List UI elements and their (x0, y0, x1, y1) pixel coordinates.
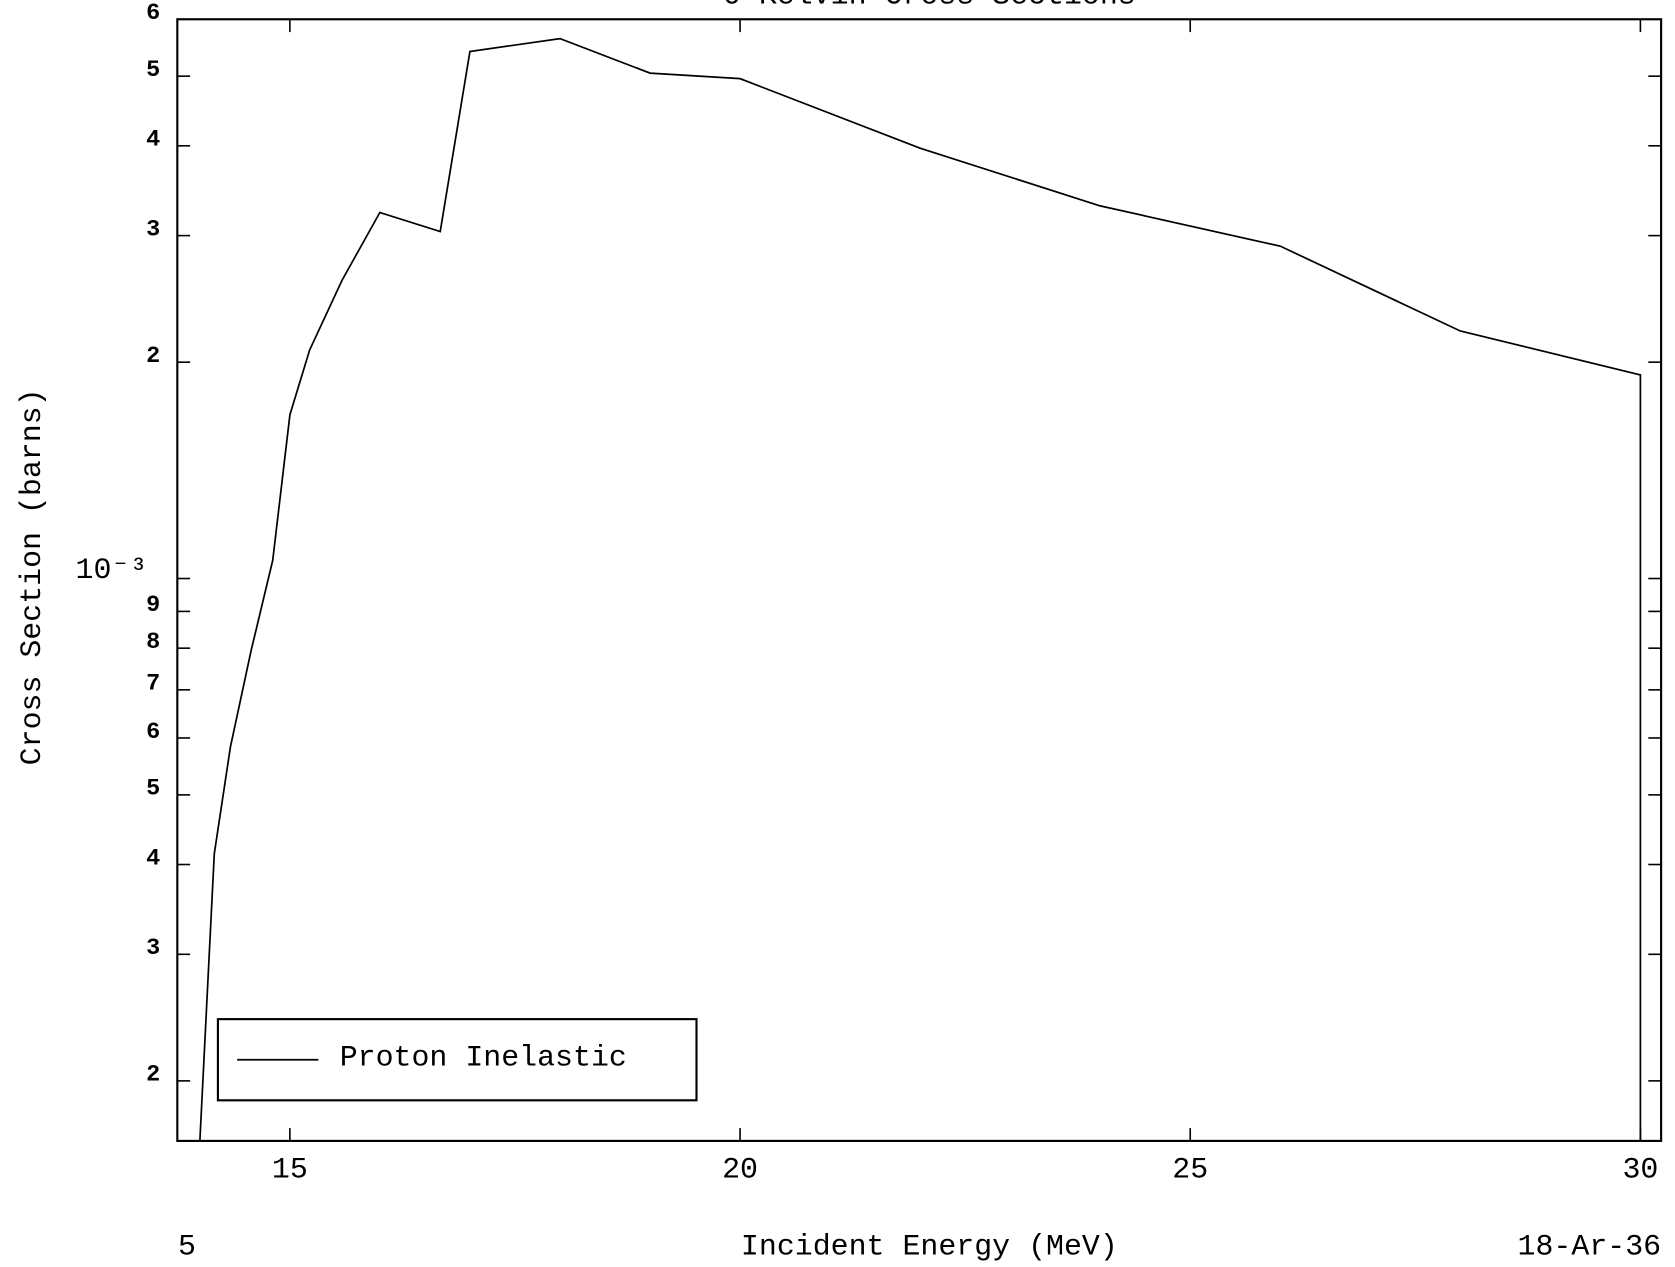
y-tick-label: 4 (146, 127, 160, 154)
y-tick-label: 5 (146, 57, 160, 84)
x-tick-label: 25 (1172, 1153, 1208, 1187)
y-tick-label: 3 (146, 935, 160, 962)
y-tick-label: 2 (146, 343, 160, 370)
y-tick-label: 6 (146, 0, 160, 27)
y-tick-label: 10⁻³ (76, 553, 148, 587)
x-tick-label: 20 (722, 1153, 758, 1187)
footer-left: 5 (178, 1230, 196, 1264)
y-axis-label: Cross Section (barns) (15, 388, 49, 765)
y-tick-label: 5 (146, 776, 160, 803)
y-tick-label: 8 (146, 629, 160, 656)
footer-right: 18-Ar-36 (1518, 1230, 1662, 1264)
x-tick-label: 15 (272, 1153, 308, 1187)
y-tick-label: 4 (146, 845, 160, 872)
x-axis-label: Incident Energy (MeV) (741, 1230, 1118, 1264)
x-tick-label: 30 (1622, 1153, 1658, 1187)
legend-label: Proton Inelastic (340, 1040, 627, 1074)
data-line (199, 37, 1642, 1141)
y-tick-label: 7 (146, 671, 160, 698)
y-tick-label: 6 (146, 719, 160, 746)
y-tick-label: 9 (146, 592, 160, 619)
chart-title: 0 Kelvin Cross Sections (723, 0, 1136, 13)
plot-frame (176, 18, 1663, 1142)
y-tick-label: 3 (146, 216, 160, 243)
y-tick-label: 2 (146, 1062, 160, 1089)
